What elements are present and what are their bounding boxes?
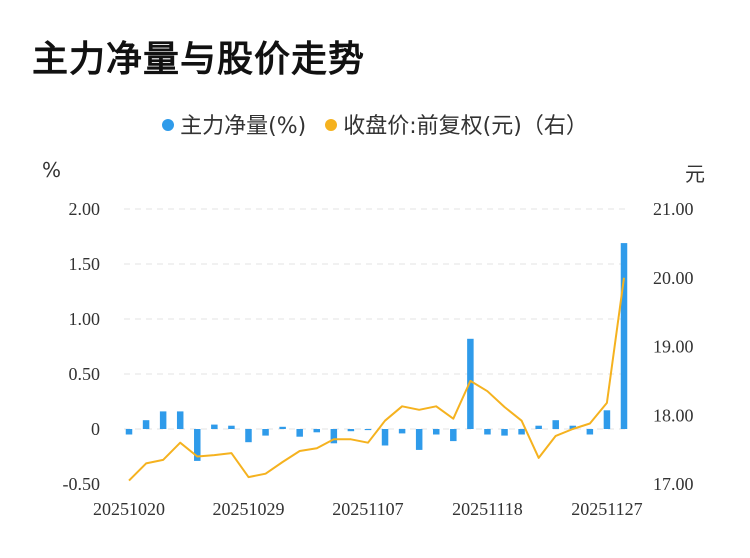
bar bbox=[211, 424, 218, 429]
bar bbox=[245, 429, 252, 443]
bar bbox=[518, 429, 525, 435]
bar bbox=[313, 429, 321, 433]
x-tick-label: 20251107 bbox=[332, 499, 403, 519]
legend-label-net-flow: 主力净量(%) bbox=[180, 114, 307, 139]
y-left-tick-label: 2.00 bbox=[69, 199, 101, 219]
y-right-tick-label: 18.00 bbox=[653, 405, 694, 425]
left-axis-unit: % bbox=[42, 158, 62, 182]
legend-label-close-price: 收盘价:前复权(元)（右） bbox=[343, 114, 588, 139]
y-left-tick-label: -0.50 bbox=[63, 474, 101, 494]
y-right-tick-label: 21.00 bbox=[653, 199, 694, 219]
x-tick-label: 20251127 bbox=[571, 499, 642, 519]
x-tick-label: 20251118 bbox=[452, 499, 523, 519]
bar bbox=[159, 411, 167, 429]
y-right-tick-label: 19.00 bbox=[653, 337, 694, 357]
bar bbox=[228, 425, 235, 429]
price-line bbox=[128, 277, 625, 482]
bar bbox=[279, 426, 286, 429]
x-tick-label: 20251020 bbox=[93, 499, 165, 519]
bar bbox=[552, 420, 559, 429]
bar bbox=[432, 429, 440, 435]
y-left-tick-label: 0 bbox=[91, 419, 100, 439]
bar bbox=[450, 429, 457, 442]
right-axis-unit: 元 bbox=[685, 162, 705, 186]
x-tick-label: 20251029 bbox=[212, 499, 284, 519]
bar bbox=[620, 243, 628, 429]
y-left-tick-label: 1.50 bbox=[69, 254, 101, 274]
bar bbox=[415, 429, 423, 450]
y-right-tick-label: 17.00 bbox=[653, 474, 694, 494]
bar bbox=[176, 411, 184, 429]
bar bbox=[381, 429, 389, 446]
bar bbox=[142, 420, 150, 429]
bar bbox=[347, 429, 355, 432]
bar bbox=[586, 429, 594, 435]
bar bbox=[467, 338, 474, 429]
bar bbox=[330, 429, 338, 444]
bar bbox=[603, 410, 611, 429]
bar bbox=[194, 429, 201, 461]
legend-line-marker-icon bbox=[325, 119, 338, 131]
legend-bar-marker-icon bbox=[162, 119, 175, 131]
legend: 主力净量(%) 收盘价:前复权(元)（右） bbox=[0, 108, 750, 140]
chart-title: 主力净量与股价走势 bbox=[32, 39, 366, 80]
y-right-tick-label: 20.00 bbox=[653, 268, 694, 288]
y-left-tick-label: 0.50 bbox=[69, 364, 101, 384]
y-left-tick-label: 1.00 bbox=[69, 309, 101, 329]
bar bbox=[296, 429, 303, 437]
bar bbox=[125, 429, 133, 435]
bar bbox=[484, 429, 491, 435]
bar bbox=[569, 425, 577, 429]
bar bbox=[364, 429, 372, 431]
bar bbox=[398, 429, 406, 434]
bar bbox=[262, 429, 269, 436]
bar bbox=[535, 425, 542, 429]
bar bbox=[501, 429, 508, 436]
legend-item-net-flow[interactable]: 主力净量(%) bbox=[162, 108, 306, 140]
legend-item-close-price[interactable]: 收盘价:前复权(元)（右） bbox=[325, 108, 588, 140]
